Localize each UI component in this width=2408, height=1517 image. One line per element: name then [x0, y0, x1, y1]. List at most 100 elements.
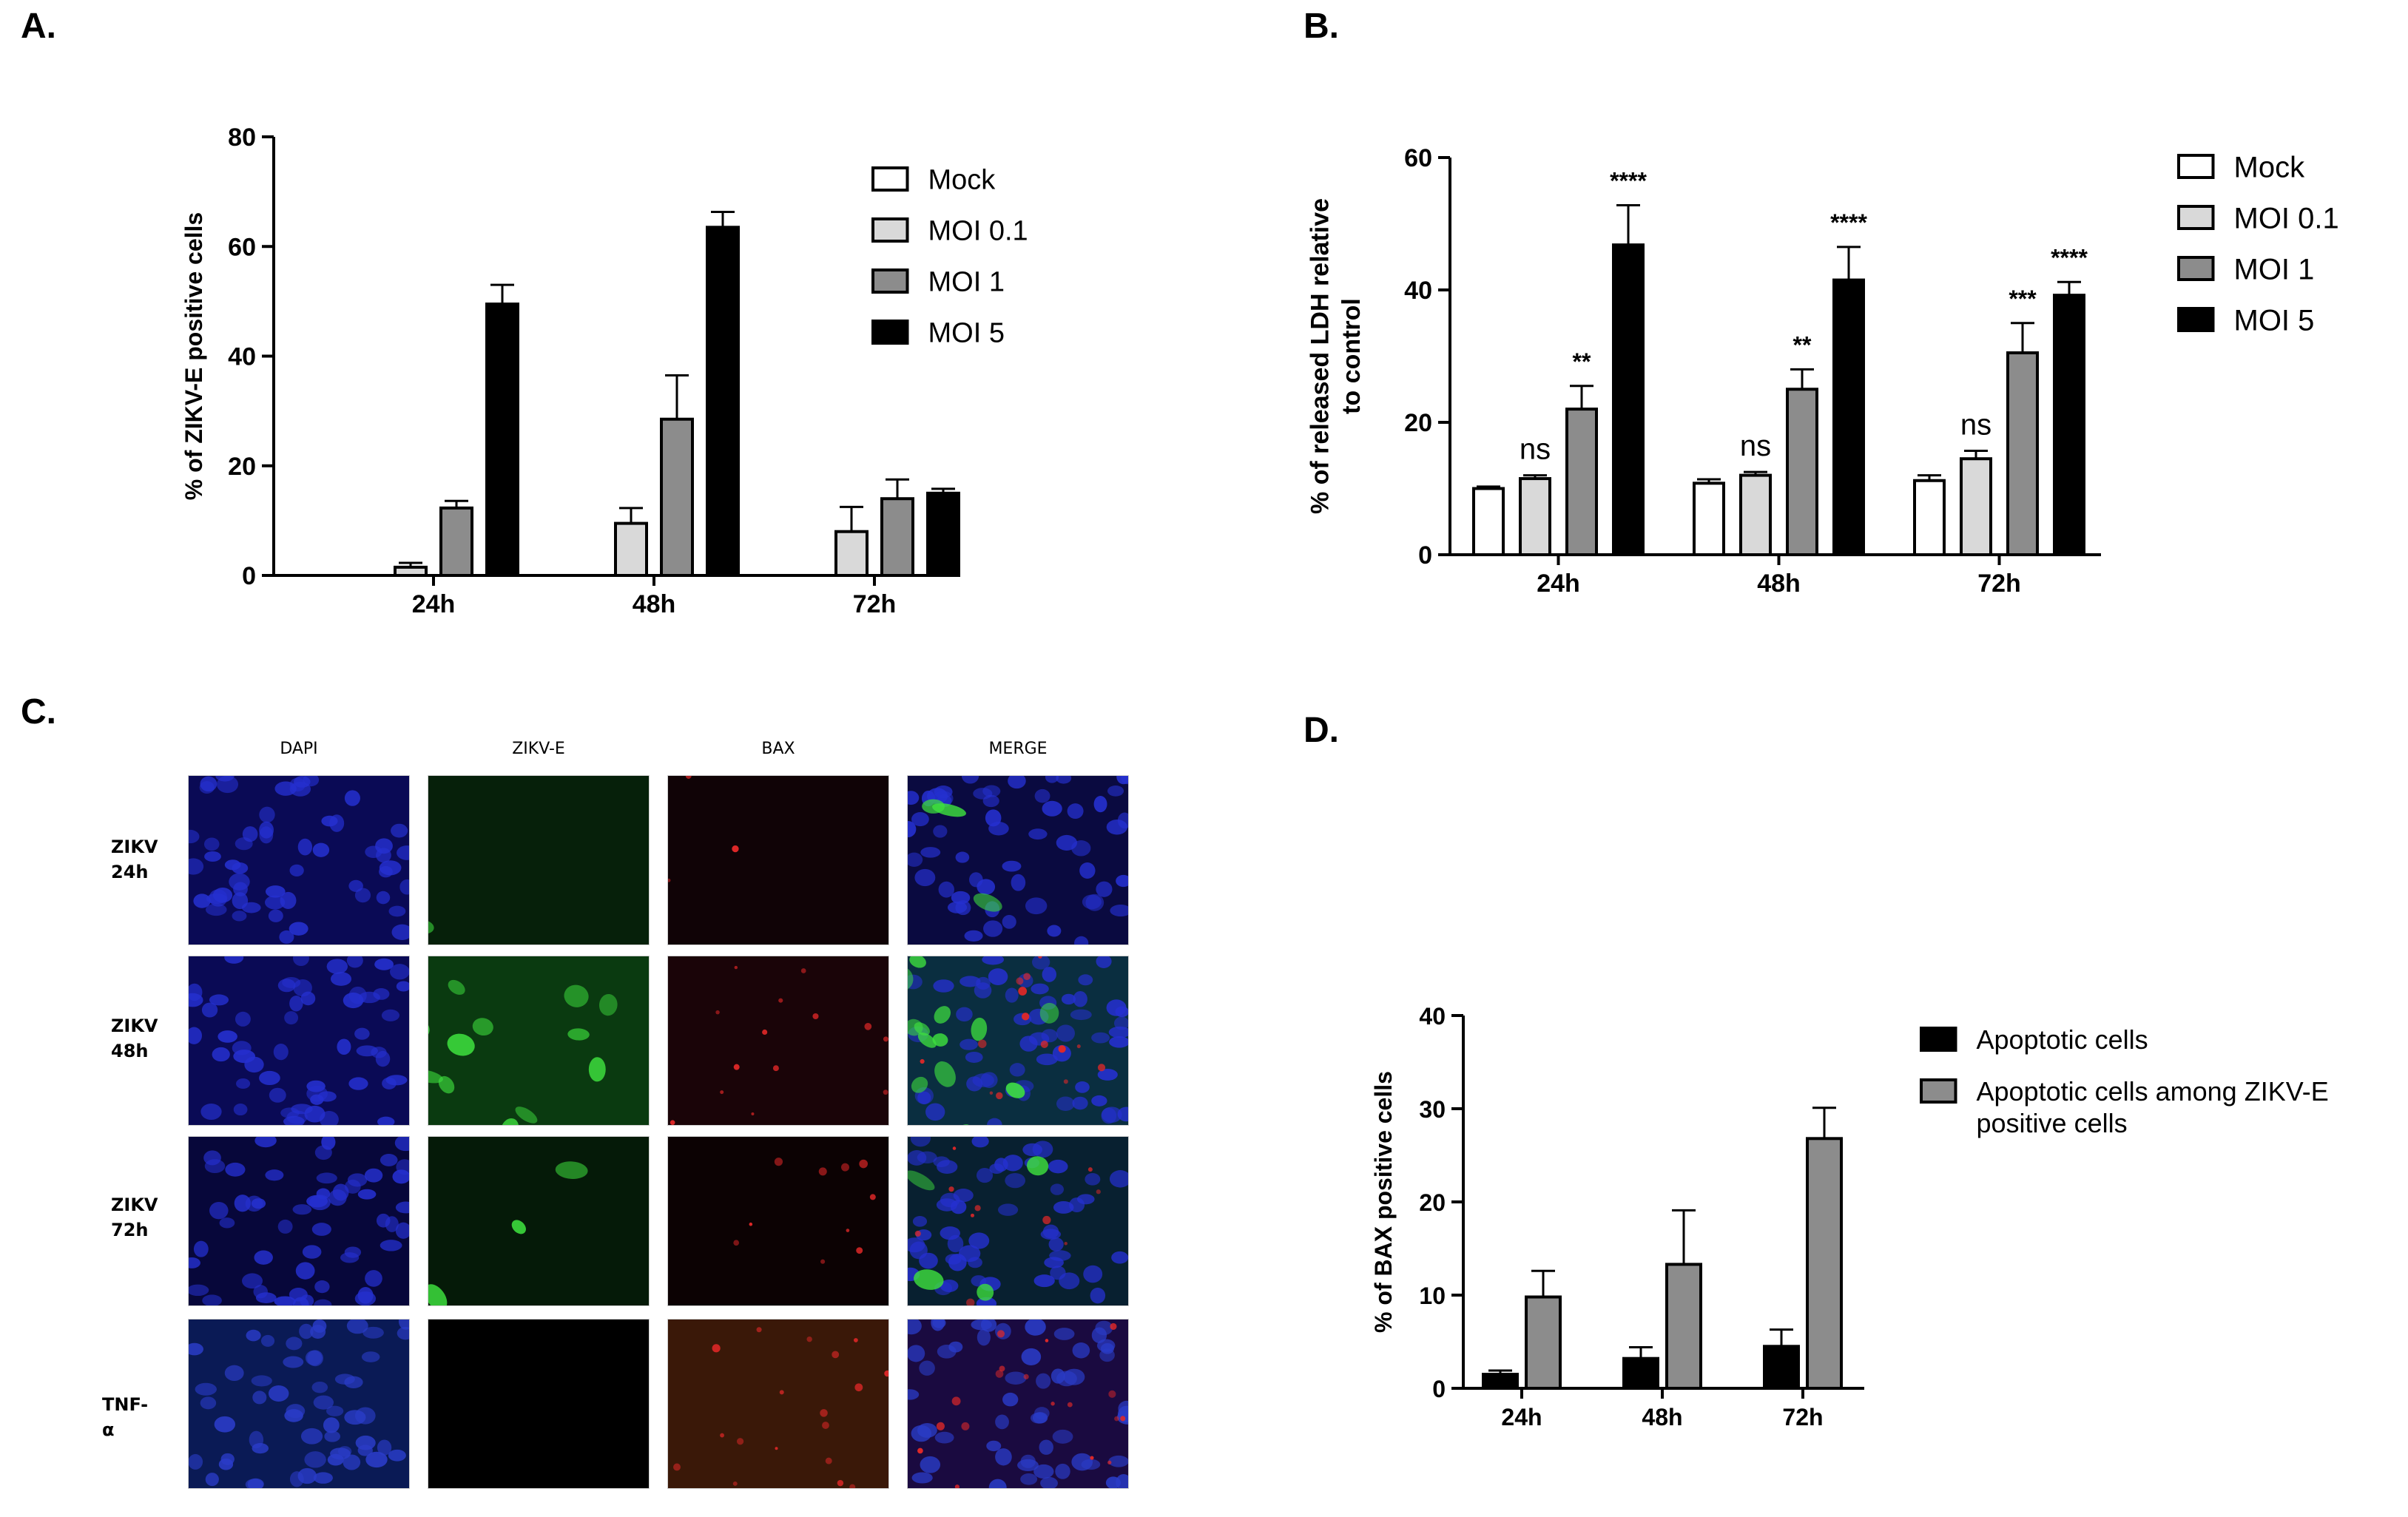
bar-24h-2	[1565, 408, 1598, 556]
bar-48h-0	[1622, 1356, 1659, 1391]
legend-swatch	[1920, 1027, 1957, 1052]
significance-label: ****	[1830, 209, 1867, 236]
bar-48h-3	[1832, 278, 1865, 556]
y-tick-label: 0	[242, 562, 256, 590]
y-axis-label: % of BAX positive cells	[1370, 1071, 1397, 1333]
micrograph-merge-24h	[907, 775, 1129, 945]
y-tick-label: 60	[1404, 144, 1432, 172]
chart-a-zikv-positive-cells: 0 20 40 60 80 % of ZIKV-E positive cells 24h 48…	[181, 124, 1028, 618]
x-tick-label: 24h	[1501, 1404, 1542, 1430]
panel-letter-c: C.	[21, 692, 56, 732]
micrograph-dapi-72h	[188, 1136, 410, 1306]
bar-24h-0	[1472, 487, 1505, 556]
legend-label: MOI 1	[2234, 253, 2315, 286]
legend-swatch	[1920, 1078, 1957, 1104]
legend-label: Mock	[928, 165, 996, 196]
y-tick-label: 10	[1419, 1283, 1446, 1309]
bar-48h-2	[660, 417, 694, 578]
legend-swatch	[871, 217, 909, 243]
bar-24h-3	[1612, 243, 1645, 556]
y-tick-label: 0	[1418, 541, 1432, 570]
row-label-zikv-48h: ZIKV 48h	[111, 1016, 158, 1061]
x-tick-label: 48h	[1757, 570, 1801, 598]
bar-72h-2	[880, 497, 914, 577]
bar-24h-0	[1482, 1373, 1519, 1390]
svg-text:% of BAX positive cells: % of BAX positive cells	[1370, 1071, 1397, 1333]
legend-swatch	[871, 166, 909, 192]
micrograph-zikv-e-24h	[428, 775, 650, 945]
significance-label: ns	[1740, 430, 1771, 462]
y-axis-label: % of ZIKV-E positive cells	[181, 212, 207, 500]
micrograph-merge-tnf	[907, 1319, 1129, 1489]
significance-label: **	[1793, 331, 1812, 358]
x-tick-label: 48h	[633, 590, 676, 618]
y-tick-label: 20	[228, 453, 256, 481]
y-tick-label: 0	[1432, 1376, 1446, 1402]
row-label-zikv-24h: ZIKV 24h	[111, 837, 158, 882]
micrograph-dapi-tnf	[188, 1319, 410, 1489]
legend-label: MOI 5	[928, 318, 1005, 349]
significance-label: ****	[1610, 167, 1647, 194]
significance-label: ns	[1520, 433, 1551, 466]
bar-48h-1	[1665, 1263, 1702, 1391]
micrograph-zikv-e-48h	[428, 956, 650, 1126]
y-tick-label: 80	[228, 124, 256, 152]
y-tick-label: 30	[1419, 1096, 1446, 1123]
y-tick-label: 20	[1404, 409, 1432, 437]
y-axis-label: % of released LDH relative to control	[1306, 198, 1366, 514]
x-tick-label: 72h	[1782, 1404, 1823, 1430]
row-label-tnf-alpha: TNF-α	[102, 1394, 149, 1440]
bar-24h-1	[1525, 1295, 1562, 1391]
legend-label: MOI 0.1	[2234, 202, 2339, 234]
legend-label: Mock	[2234, 151, 2306, 183]
bar-72h-2	[2006, 351, 2039, 556]
micrograph-bax-48h	[667, 956, 889, 1126]
micrograph-zikv-e-tnf	[428, 1319, 650, 1489]
micrograph-merge-48h	[907, 956, 1129, 1126]
row-label-zikv-72h: ZIKV 72h	[111, 1195, 158, 1240]
micrograph-dapi-24h	[188, 775, 410, 945]
chart-b-ldh-release: 0 20 40 60 % of released LDH relative to cont…	[1306, 144, 2339, 598]
bar-48h-2	[1786, 388, 1818, 556]
bar-24h-1	[1519, 477, 1551, 557]
legend-swatch	[871, 320, 909, 345]
legend-label: Apoptotic cells among ZIKV-E	[1977, 1076, 2329, 1107]
panel-letter-d: D.	[1304, 711, 1339, 750]
column-header-merge: MERGE	[988, 740, 1048, 758]
y-tick-label: 40	[228, 343, 256, 371]
legend-swatch	[2177, 307, 2215, 332]
x-tick-label: 48h	[1642, 1404, 1682, 1430]
micrograph-bax-24h	[667, 775, 889, 945]
legend-label: MOI 0.1	[928, 216, 1028, 247]
micrograph-bax-72h	[667, 1136, 889, 1306]
svg-text:% of released LDH relative: % of released LDH relative	[1306, 198, 1335, 514]
micrograph-bax-tnf	[667, 1319, 889, 1489]
legend-label: positive cells	[1977, 1108, 2128, 1138]
column-header-bax: BAX	[761, 740, 795, 758]
y-tick-label: 60	[228, 233, 256, 261]
micrograph-dapi-48h	[188, 956, 410, 1126]
bar-72h-1	[1806, 1137, 1843, 1390]
column-header-dapi: DAPI	[280, 740, 318, 758]
panel-letter-a: A.	[21, 7, 56, 46]
bar-24h-2	[439, 506, 473, 577]
legend-swatch	[2177, 256, 2215, 281]
significance-label: ***	[2009, 286, 2037, 312]
x-tick-label: 24h	[412, 590, 456, 618]
y-tick-label: 20	[1419, 1189, 1446, 1216]
legend-swatch	[871, 268, 909, 294]
panel-letter-b: B.	[1304, 7, 1339, 46]
bar-72h-3	[2053, 294, 2085, 556]
svg-text:to control: to control	[1338, 298, 1366, 414]
y-tick-label: 40	[1404, 277, 1432, 305]
micrograph-zikv-e-72h	[428, 1136, 650, 1306]
x-tick-label: 24h	[1537, 570, 1580, 598]
legend-label: MOI 1	[928, 267, 1005, 298]
x-tick-label: 72h	[853, 590, 897, 618]
bar-72h-0	[1763, 1345, 1800, 1391]
significance-label: **	[1573, 348, 1591, 375]
bar-48h-0	[1693, 482, 1725, 557]
x-tick-label: 72h	[1977, 570, 2021, 598]
legend-label: MOI 5	[2234, 304, 2315, 337]
